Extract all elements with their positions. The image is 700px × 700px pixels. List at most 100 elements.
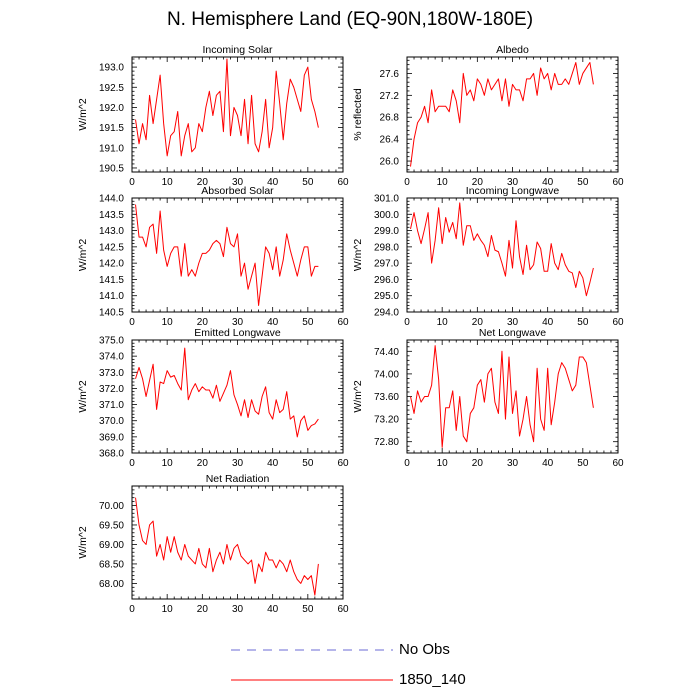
incoming-solar-y-tick-label: 190.5: [99, 163, 124, 174]
incoming-longwave-y-tick-label: 297.0: [374, 259, 399, 270]
net-radiation-panel-title: Net Radiation: [206, 473, 270, 485]
net-longwave-y-tick-label: 73.20: [374, 415, 399, 426]
absorbed-solar-y-axis-label: W/m^2: [77, 239, 89, 272]
incoming-solar-y-tick-label: 192.0: [99, 103, 124, 114]
emitted-longwave-y-tick-label: 370.0: [99, 416, 124, 427]
absorbed-solar-y-tick-label: 143.5: [99, 210, 124, 221]
emitted-longwave-y-tick-label: 368.0: [99, 449, 124, 460]
net-radiation-y-tick-label: 70.00: [99, 501, 124, 512]
absorbed-solar-series-line: [135, 204, 319, 306]
emitted-longwave-plot-frame: [131, 339, 344, 454]
incoming-solar-y-axis-label: W/m^2: [77, 98, 89, 131]
absorbed-solar-x-tick-label: 0: [129, 317, 135, 328]
incoming-longwave-panel-title: Incoming Longwave: [466, 185, 560, 197]
incoming-longwave-y-tick-label: 298.0: [374, 242, 399, 253]
net-longwave-panel-title: Net Longwave: [479, 327, 546, 339]
incoming-solar-x-tick-label: 60: [337, 177, 349, 188]
emitted-longwave-y-tick-label: 372.0: [99, 384, 124, 395]
albedo-panel-title: Albedo: [496, 44, 529, 56]
incoming-solar-x-tick-label: 30: [232, 177, 244, 188]
incoming-solar-x-tick-label: 20: [197, 177, 209, 188]
emitted-longwave-x-tick-label: 40: [267, 458, 279, 469]
emitted-longwave-x-tick-label: 60: [337, 458, 349, 469]
incoming-solar-y-tick-label: 193.0: [99, 63, 124, 74]
net-radiation-x-tick-label: 30: [232, 604, 244, 615]
emitted-longwave-x-tick-label: 20: [197, 458, 209, 469]
incoming-longwave-y-tick-label: 300.0: [374, 210, 399, 221]
incoming-longwave-series-line: [410, 202, 594, 297]
emitted-longwave-series-line: [135, 347, 319, 438]
absorbed-solar-panel-title: Absorbed Solar: [201, 185, 274, 197]
albedo-x-tick-label: 60: [612, 177, 624, 188]
albedo-y-tick-label: 26.8: [380, 113, 400, 124]
net-longwave-x-tick-label: 0: [404, 458, 410, 469]
figure-title: N. Hemisphere Land (EQ-90N,180W-180E): [166, 9, 534, 30]
net-longwave-y-tick-label: 74.00: [374, 369, 399, 380]
net-longwave-y-tick-label: 74.40: [374, 347, 399, 358]
albedo-x-tick-label: 10: [437, 177, 449, 188]
net-radiation-y-tick-label: 68.00: [99, 579, 124, 590]
net-radiation-x-tick-label: 60: [337, 604, 349, 615]
incoming-solar-y-tick-label: 191.0: [99, 143, 124, 154]
albedo-x-tick-label: 50: [577, 177, 589, 188]
incoming-solar-x-tick-label: 50: [302, 177, 314, 188]
absorbed-solar-x-tick-label: 50: [302, 317, 314, 328]
albedo-y-tick-label: 26.0: [380, 157, 400, 168]
incoming-solar-x-tick-label: 10: [162, 177, 174, 188]
emitted-longwave-panel-title: Emitted Longwave: [194, 327, 281, 339]
net-radiation-x-tick-label: 20: [197, 604, 209, 615]
absorbed-solar-x-tick-label: 30: [232, 317, 244, 328]
incoming-solar-x-tick-label: 40: [267, 177, 279, 188]
absorbed-solar-x-tick-label: 10: [162, 317, 174, 328]
net-longwave-x-tick-label: 40: [542, 458, 554, 469]
net-radiation-series-line: [135, 497, 319, 596]
albedo-x-tick-label: 30: [507, 177, 519, 188]
absorbed-solar-y-tick-label: 142.0: [99, 259, 124, 270]
albedo-plot-frame: [406, 56, 619, 173]
emitted-longwave-x-tick-label: 30: [232, 458, 244, 469]
incoming-longwave-y-tick-label: 296.0: [374, 275, 399, 286]
incoming-longwave-x-tick-label: 20: [472, 317, 484, 328]
incoming-longwave-x-tick-label: 30: [507, 317, 519, 328]
incoming-longwave-x-tick-label: 50: [577, 317, 589, 328]
net-longwave-x-tick-label: 50: [577, 458, 589, 469]
albedo-series-line: [410, 61, 594, 167]
net-radiation-x-tick-label: 10: [162, 604, 174, 615]
incoming-longwave-x-tick-label: 40: [542, 317, 554, 328]
net-radiation-y-tick-label: 68.50: [99, 559, 124, 570]
albedo-y-axis-label: % reflected: [352, 88, 364, 141]
emitted-longwave-y-tick-label: 369.0: [99, 432, 124, 443]
incoming-solar-y-tick-label: 192.5: [99, 83, 124, 94]
incoming-longwave-y-tick-label: 295.0: [374, 291, 399, 302]
absorbed-solar-x-tick-label: 40: [267, 317, 279, 328]
absorbed-solar-x-tick-label: 20: [197, 317, 209, 328]
albedo-y-tick-label: 27.2: [380, 91, 400, 102]
emitted-longwave-x-tick-label: 0: [129, 458, 135, 469]
albedo-y-tick-label: 26.4: [380, 135, 400, 146]
net-radiation-y-axis-label: W/m^2: [77, 526, 89, 559]
absorbed-solar-y-tick-label: 141.0: [99, 291, 124, 302]
emitted-longwave-y-tick-label: 371.0: [99, 400, 124, 411]
absorbed-solar-y-tick-label: 143.0: [99, 226, 124, 237]
incoming-longwave-x-tick-label: 0: [404, 317, 410, 328]
emitted-longwave-y-tick-label: 374.0: [99, 352, 124, 363]
incoming-solar-panel-title: Incoming Solar: [202, 44, 273, 56]
albedo-y-tick-label: 27.6: [380, 69, 400, 80]
incoming-longwave-x-tick-label: 10: [437, 317, 449, 328]
emitted-longwave-y-axis-label: W/m^2: [77, 380, 89, 413]
net-longwave-x-tick-label: 30: [507, 458, 519, 469]
emitted-longwave-y-tick-label: 373.0: [99, 368, 124, 379]
incoming-longwave-y-tick-label: 294.0: [374, 308, 399, 319]
incoming-solar-series-line: [135, 58, 319, 157]
incoming-solar-x-tick-label: 0: [129, 177, 135, 188]
absorbed-solar-y-tick-label: 144.0: [99, 194, 124, 205]
emitted-longwave-y-tick-label: 375.0: [99, 336, 124, 347]
absorbed-solar-y-tick-label: 140.5: [99, 308, 124, 319]
legend-label-1850-140: 1850_140: [399, 671, 466, 688]
net-radiation-y-tick-label: 69.00: [99, 540, 124, 551]
net-longwave-y-axis-label: W/m^2: [352, 380, 364, 413]
net-radiation-y-tick-label: 69.50: [99, 520, 124, 531]
albedo-x-tick-label: 40: [542, 177, 554, 188]
net-radiation-x-tick-label: 0: [129, 604, 135, 615]
